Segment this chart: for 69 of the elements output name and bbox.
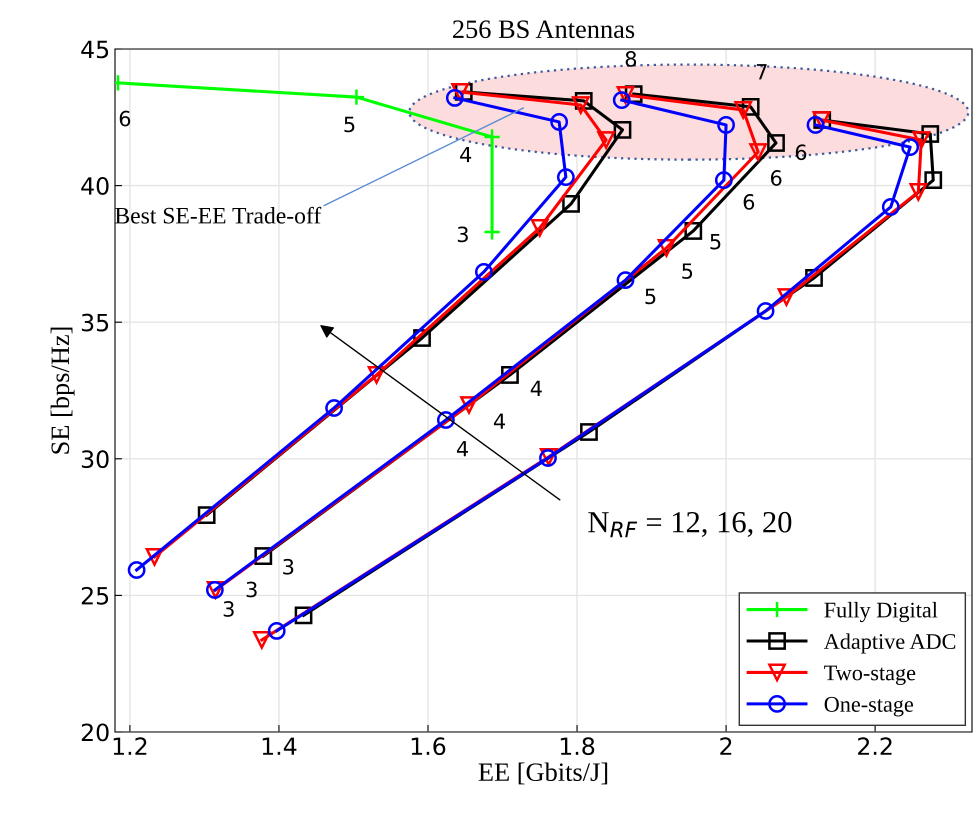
point: [530, 219, 549, 237]
y-tick-label: 45: [81, 40, 108, 58]
x-tick-label: 1.8: [560, 737, 594, 756]
annotation: 6: [796, 144, 806, 160]
point: [912, 131, 930, 149]
point: [614, 120, 632, 139]
y-tick-label: 40: [81, 177, 109, 195]
annotation: 4: [456, 441, 468, 456]
point: [252, 631, 271, 649]
annotation: 7: [756, 64, 767, 80]
point: [612, 91, 631, 109]
annotation: 4: [530, 380, 542, 396]
point: [714, 171, 733, 190]
annotation: 5: [682, 263, 692, 279]
x-tick-label: 1.4: [262, 738, 296, 755]
point: [767, 134, 785, 152]
point: [749, 143, 768, 161]
point: [616, 271, 634, 290]
x-axis-title: EE [Gbits/J]: [478, 762, 608, 784]
y-axis-title: SE [bps/Hz]: [50, 328, 75, 454]
annotation: 3: [283, 558, 294, 575]
point: [556, 168, 575, 186]
y-tick-label: 35: [82, 314, 108, 332]
annotation: 4: [494, 414, 505, 429]
y-tick-label: 20: [82, 723, 109, 742]
annotation: 3: [458, 226, 468, 242]
point: [562, 195, 580, 213]
point: [348, 88, 366, 106]
annotation: 5: [645, 288, 656, 304]
x-tick-label: 1.2: [114, 737, 146, 755]
legend-label: Two-stage: [824, 666, 916, 685]
point: [597, 131, 615, 149]
point: [128, 561, 146, 579]
point: [901, 138, 920, 156]
x-tick-label: 2.2: [858, 737, 892, 755]
annotation: 3: [246, 582, 257, 598]
annotation: 6: [120, 110, 130, 126]
point: [572, 96, 590, 114]
point: [483, 223, 501, 241]
point: [734, 101, 752, 119]
annotation: 4: [460, 146, 472, 162]
legend-label: Adaptive ADC: [824, 633, 956, 654]
annotation: Best SE-EE Trade-off: [115, 206, 322, 224]
point: [325, 399, 343, 417]
annotation: 6: [771, 170, 782, 186]
point: [483, 128, 501, 146]
point: [882, 198, 900, 216]
x-tick-label: 2: [720, 737, 732, 755]
x-tick-label: 1.6: [412, 737, 446, 756]
y-tick-label: 30: [82, 450, 109, 468]
point: [268, 622, 286, 640]
point: [446, 89, 464, 107]
annotation: N$_{RF}$ = 12, 16, 20: [588, 512, 792, 538]
legend-label: One-stage: [824, 696, 914, 716]
point: [909, 182, 928, 201]
point: [550, 113, 568, 131]
legend-label: Fully Digital: [824, 602, 938, 622]
point: [756, 302, 774, 320]
point: [474, 263, 493, 281]
chart-title: 256 BS Antennas: [453, 20, 634, 38]
annotation: 5: [710, 234, 720, 250]
point: [717, 116, 735, 134]
point: [436, 411, 455, 429]
annotation: 6: [744, 194, 754, 210]
annotation: 5: [344, 116, 354, 132]
annotation: 3: [224, 601, 234, 617]
point: [924, 171, 942, 190]
y-tick-label: 25: [82, 586, 108, 605]
annotation: 8: [626, 51, 636, 67]
